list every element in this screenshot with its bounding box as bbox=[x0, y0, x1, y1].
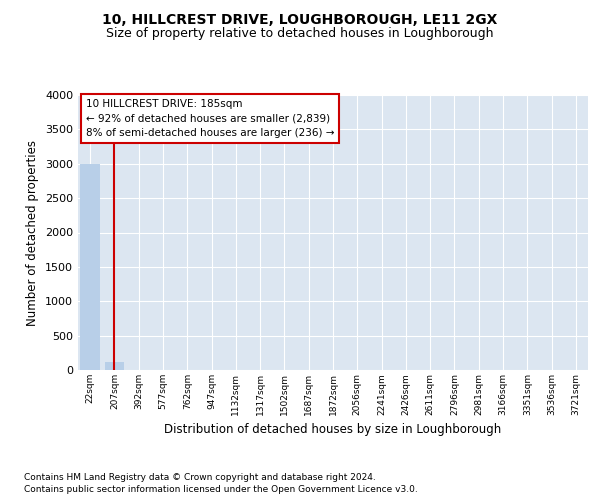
Bar bbox=[105, 362, 124, 370]
X-axis label: Distribution of detached houses by size in Loughborough: Distribution of detached houses by size … bbox=[164, 423, 502, 436]
Text: 10 HILLCREST DRIVE: 185sqm
← 92% of detached houses are smaller (2,839)
8% of se: 10 HILLCREST DRIVE: 185sqm ← 92% of deta… bbox=[86, 99, 334, 138]
Text: 10, HILLCREST DRIVE, LOUGHBOROUGH, LE11 2GX: 10, HILLCREST DRIVE, LOUGHBOROUGH, LE11 … bbox=[103, 12, 497, 26]
Bar bbox=[80, 164, 100, 370]
Y-axis label: Number of detached properties: Number of detached properties bbox=[26, 140, 40, 326]
Text: Contains public sector information licensed under the Open Government Licence v3: Contains public sector information licen… bbox=[24, 485, 418, 494]
Text: Size of property relative to detached houses in Loughborough: Size of property relative to detached ho… bbox=[106, 28, 494, 40]
Text: Contains HM Land Registry data © Crown copyright and database right 2024.: Contains HM Land Registry data © Crown c… bbox=[24, 472, 376, 482]
